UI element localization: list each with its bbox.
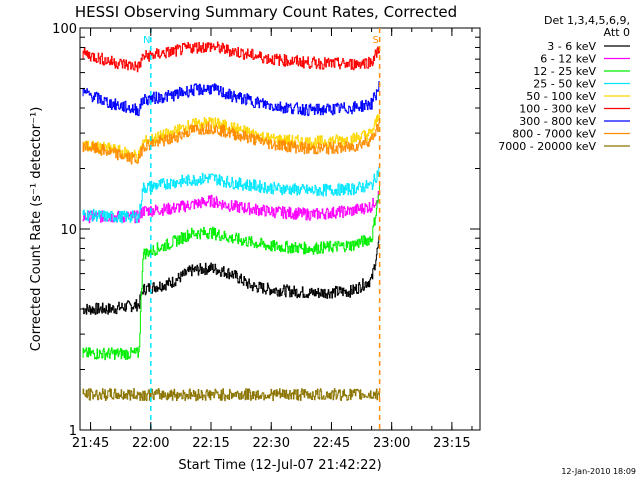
series-line-8 [82, 121, 380, 165]
x-tick-label-2: 22:00 [132, 436, 169, 451]
legend-label-5: 50 - 100 keV [526, 90, 596, 103]
y-axis-label: Corrected Count Rate (s⁻¹ detector⁻¹) [29, 107, 44, 352]
legend-label-4: 25 - 50 keV [533, 78, 596, 91]
x-ticks: 21:45 22:00 22:15 22:30 22:45 23:00 23:15 [72, 28, 473, 451]
legend-label-7: 300 - 800 keV [519, 115, 596, 128]
x-tick-label-1: 21:45 [72, 436, 109, 451]
event-marker-label-1: N [143, 35, 150, 46]
legend-label-8: 800 - 7000 keV [512, 128, 596, 141]
legend-label-9: 7000 - 20000 keV [498, 140, 596, 153]
legend-label-3: 12 - 25 keV [533, 65, 596, 78]
series-line-9 [82, 388, 380, 402]
timestamp: 12-Jan-2010 18:09 [561, 467, 636, 476]
x-tick-label-5: 22:45 [313, 436, 350, 451]
plot-frame [79, 27, 481, 431]
curves [82, 41, 380, 402]
x-tick-label-7: 23:15 [433, 436, 470, 451]
series-line-2 [82, 191, 380, 224]
legend-label-6: 100 - 300 keV [519, 103, 596, 116]
x-axis-label: Start Time (12-Jul-07 21:42:22) [178, 458, 381, 473]
series-line-1 [82, 234, 380, 315]
x-tick-label-6: 23:00 [373, 436, 410, 451]
legend-header-line-2: Att 0 [604, 26, 630, 39]
event-marker-label-2: S [372, 35, 378, 46]
y-tick-label-3: 100 [52, 22, 77, 37]
legend-label-2: 6 - 12 keV [540, 53, 596, 66]
series-line-6 [82, 41, 380, 73]
series-line-3 [82, 186, 380, 361]
y-tick-label-2: 10 [60, 223, 77, 238]
series-line-4 [82, 164, 380, 224]
series-line-7 [82, 81, 380, 117]
x-tick-label-3: 22:15 [192, 436, 229, 451]
legend-label-1: 3 - 6 keV [547, 40, 596, 53]
legend-header-line-1: Det 1,3,4,5,6,9, [544, 14, 630, 27]
y-ticks: 1 10 100 [52, 22, 480, 439]
y-tick-label-1: 1 [69, 424, 77, 439]
x-tick-label-4: 22:30 [253, 436, 290, 451]
chart-title: HESSI Observing Summary Count Rates, Cor… [75, 3, 457, 21]
